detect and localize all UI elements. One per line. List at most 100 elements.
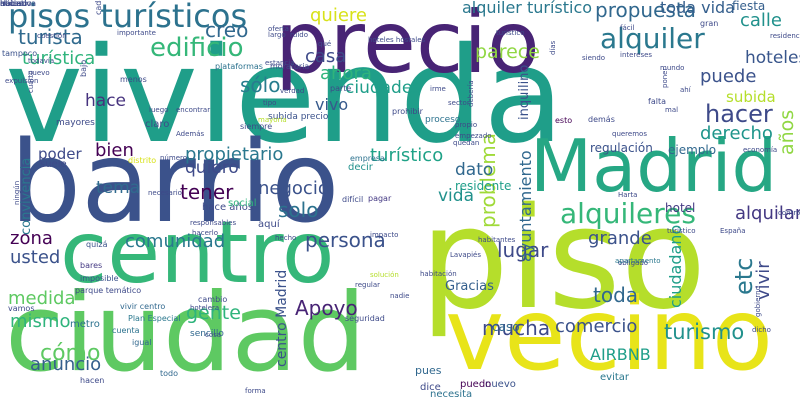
word: todavía — [28, 57, 55, 65]
word: hotel — [665, 201, 696, 215]
word: verdad — [280, 87, 305, 95]
word: comercio — [555, 316, 638, 337]
word: decir — [348, 162, 373, 173]
word: alquiler — [600, 22, 705, 55]
word: irme — [430, 85, 446, 93]
word: Apoyo — [295, 296, 358, 320]
word: hoteles — [745, 48, 800, 68]
word: vecino — [445, 276, 774, 393]
word: controlar — [778, 209, 800, 217]
word: años — [776, 109, 798, 155]
word: pues — [415, 364, 442, 377]
word: toda — [593, 283, 639, 307]
word: encontrar — [176, 106, 211, 114]
word: subida — [726, 88, 776, 106]
word: negocio — [258, 178, 329, 199]
word: moratoria — [270, 62, 310, 71]
word: cómo — [40, 341, 101, 366]
word: alquileres — [560, 197, 696, 230]
word: fiesta — [732, 0, 766, 13]
word: social — [228, 198, 257, 209]
word: pisos turísticos — [8, 0, 248, 35]
word: importante — [117, 29, 156, 37]
word: hecho — [275, 234, 297, 242]
word: quiere — [310, 5, 367, 26]
word: usted — [10, 247, 61, 268]
word: cosa — [205, 331, 222, 339]
word: mundo — [660, 64, 685, 72]
word: claro — [145, 119, 170, 130]
word: cambio — [198, 295, 228, 304]
word: sector — [448, 99, 470, 107]
word: empresa — [350, 154, 385, 163]
word: ciudadano — [666, 224, 685, 308]
word: turismo — [664, 320, 745, 344]
word: mayoría — [258, 116, 287, 124]
word: dice — [420, 382, 441, 393]
word: aquí — [258, 219, 280, 230]
word: ayuntamiento — [516, 150, 535, 262]
word: prohibir — [392, 107, 423, 116]
word: Además — [176, 130, 205, 138]
word: grande — [588, 228, 652, 249]
word: impacto — [370, 231, 399, 239]
word: propio — [455, 121, 478, 129]
word: largo — [268, 31, 286, 39]
word: expulsión — [5, 77, 39, 85]
word: turístico — [370, 145, 444, 166]
word: vivienda — [5, 19, 565, 173]
word: iniciativa — [0, 0, 37, 8]
word: puedo — [460, 379, 492, 390]
word: habitación — [420, 270, 457, 278]
word: economía — [743, 146, 778, 154]
word: precio — [275, 0, 540, 93]
word: Haber — [0, 0, 25, 8]
word: cuenta — [112, 326, 140, 335]
word: centro Madrid — [274, 269, 290, 367]
word: parece — [475, 41, 540, 63]
word: vivo — [315, 95, 349, 114]
word: necesario — [148, 189, 182, 197]
word: nuevo — [28, 69, 50, 77]
word: hace — [85, 91, 126, 111]
word: poder — [38, 145, 82, 163]
word: gente — [186, 302, 241, 324]
word: días — [549, 40, 557, 55]
word: sólo — [240, 73, 281, 97]
word: ciudad — [5, 271, 367, 396]
word: metro — [70, 319, 100, 330]
word: pagar — [368, 194, 392, 203]
word: Plan Especial — [128, 314, 181, 323]
word: hacerlo — [192, 229, 218, 237]
word: número — [160, 154, 188, 162]
word: intereses — [620, 51, 653, 59]
word: mayores — [56, 118, 95, 128]
word: Madrid — [530, 124, 778, 208]
word: parte — [330, 84, 352, 93]
word: creo — [205, 18, 249, 42]
word: España — [720, 227, 746, 235]
word: obligado — [618, 259, 649, 267]
word: difícil — [342, 195, 364, 204]
word: proceso — [425, 115, 461, 125]
word: mucha — [482, 316, 551, 340]
word: menos — [120, 75, 147, 84]
word: gran — [700, 19, 719, 28]
word: ahí — [680, 86, 691, 94]
word: distrito — [128, 156, 157, 165]
word: responsables — [190, 219, 237, 227]
word: bajo — [79, 59, 88, 77]
word: oferta — [268, 25, 289, 33]
word: residente — [455, 179, 512, 193]
word: medida — [8, 288, 76, 309]
word: derecho — [700, 123, 773, 144]
word: ningún — [13, 180, 21, 205]
word: hace años — [202, 202, 254, 213]
word: caso — [492, 320, 520, 334]
word: vida — [438, 186, 474, 206]
word: solo — [278, 198, 319, 222]
word: empezado — [455, 132, 492, 140]
word: tema — [96, 178, 141, 198]
word: seguridad — [345, 314, 385, 323]
